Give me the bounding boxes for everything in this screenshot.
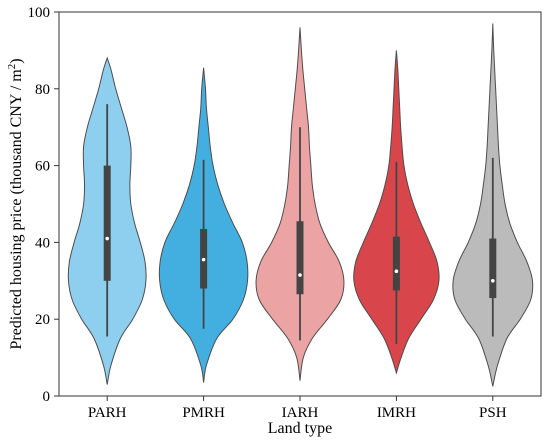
y-tick-label: 0 bbox=[43, 389, 51, 405]
y-axis-label: Predicted housing price (thousand CNY / … bbox=[6, 58, 25, 349]
iqr-box-IARH bbox=[296, 221, 304, 295]
median-IARH bbox=[298, 273, 302, 277]
y-axis: 0 20 40 60 80 100 bbox=[28, 5, 59, 405]
y-tick-label: 40 bbox=[35, 235, 50, 251]
y-tick-label: 20 bbox=[35, 312, 50, 328]
y-tick-label: 100 bbox=[28, 5, 51, 21]
boxes-layer bbox=[103, 104, 497, 345]
median-IMRH bbox=[394, 269, 399, 274]
x-tick-label: IMRH bbox=[377, 405, 416, 421]
median-PSH bbox=[491, 279, 495, 283]
x-tick-label: PARH bbox=[88, 405, 127, 421]
iqr-box-PARH bbox=[103, 165, 111, 281]
median-PMRH bbox=[201, 257, 206, 262]
iqr-box-IMRH bbox=[392, 236, 400, 291]
x-tick-label: PMRH bbox=[182, 405, 225, 421]
y-tick-label: 80 bbox=[35, 82, 50, 98]
x-axis-label: Land type bbox=[268, 420, 332, 437]
x-tick-label: IARH bbox=[282, 405, 319, 421]
median-PARH bbox=[105, 236, 109, 241]
y-tick-label: 60 bbox=[35, 159, 50, 175]
x-axis: PARH PMRH IARH IMRH PSH bbox=[88, 396, 507, 421]
x-tick-label: PSH bbox=[479, 405, 507, 421]
iqr-box-PSH bbox=[489, 238, 497, 299]
